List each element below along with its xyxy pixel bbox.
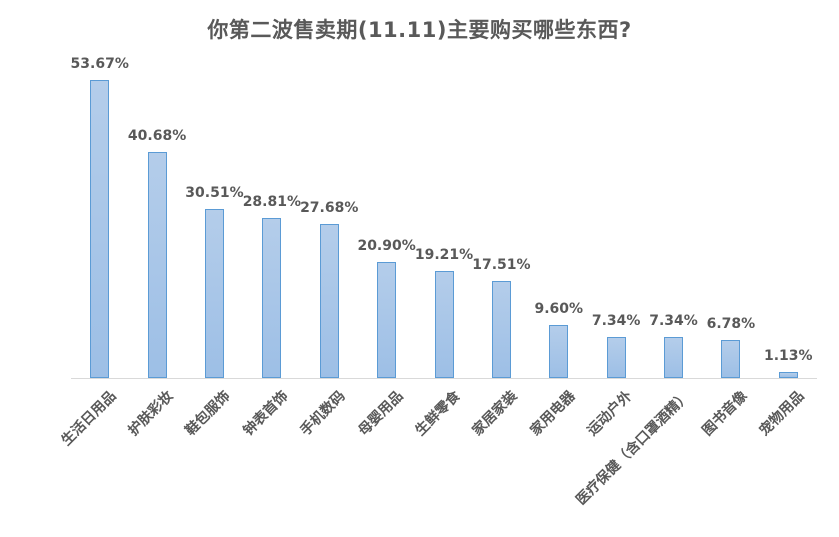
data-label: 27.68% xyxy=(300,200,359,216)
category-label: 医疗保健（含口罩酒精） xyxy=(572,388,693,509)
category-label: 图书音像 xyxy=(699,388,751,440)
category-label: 鞋包服饰 xyxy=(182,388,234,440)
category-label: 手机数码 xyxy=(297,388,349,440)
category-label: 母婴用品 xyxy=(355,388,407,440)
bar xyxy=(90,80,110,378)
category-label: 家用电器 xyxy=(527,388,579,440)
bar xyxy=(606,337,626,378)
bar xyxy=(434,271,454,378)
data-label: 28.81% xyxy=(242,194,301,210)
data-label: 40.68% xyxy=(127,128,187,144)
category-label: 家居家装 xyxy=(469,388,521,440)
category-label: 生鲜零食 xyxy=(412,388,464,440)
category-label: 宠物用品 xyxy=(756,388,808,440)
bar xyxy=(319,224,339,378)
data-label: 1.13% xyxy=(764,348,813,364)
data-label: 20.90% xyxy=(357,238,416,254)
category-label: 钟表首饰 xyxy=(240,388,292,440)
bar xyxy=(262,218,282,378)
chart-title: 你第二波售卖期(11.11)主要购买哪些东西? xyxy=(207,18,632,42)
data-label: 17.51% xyxy=(472,257,531,273)
bar xyxy=(377,262,397,378)
bar xyxy=(147,152,167,378)
category-label: 生活日用品 xyxy=(58,388,120,449)
bar xyxy=(778,372,798,378)
data-label: 7.34% xyxy=(591,313,641,329)
x-axis-line xyxy=(71,378,817,379)
bar xyxy=(721,340,741,378)
bar xyxy=(664,337,684,378)
bar xyxy=(549,325,569,378)
data-label: 30.51% xyxy=(185,185,244,201)
data-label: 19.21% xyxy=(414,247,474,263)
data-label: 53.67% xyxy=(70,56,129,72)
bar xyxy=(204,209,224,378)
data-label: 7.34% xyxy=(649,313,698,329)
data-label: 9.60% xyxy=(534,301,584,317)
bar xyxy=(491,281,511,378)
category-label: 护肤彩妆 xyxy=(125,388,177,440)
data-label: 6.78% xyxy=(706,316,756,332)
category-label: 运动户外 xyxy=(584,388,636,440)
